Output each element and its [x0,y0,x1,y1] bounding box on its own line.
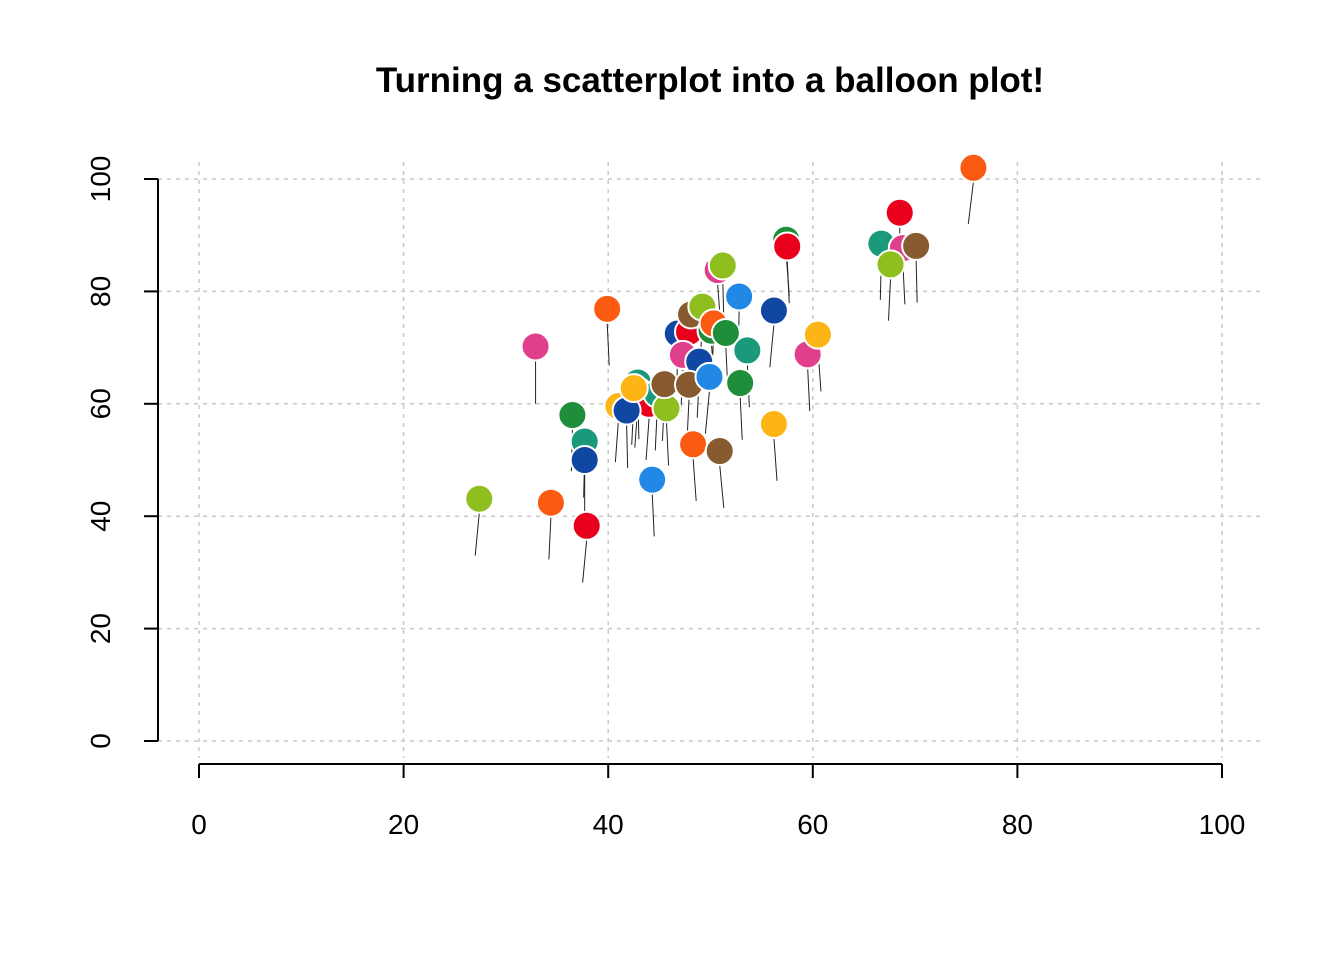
x-tick-label: 0 [191,809,207,840]
balloon-point-35 [732,335,763,366]
x-tick-label: 60 [797,809,828,840]
balloon-point-43 [884,197,915,228]
balloon-string-37 [773,437,778,481]
grid-lines [158,162,1260,758]
x-axis: 0 20 40 60 80 100 [191,763,1246,840]
balloon-point-3 [557,400,588,431]
balloon-string-47 [967,181,974,225]
balloon-point-33 [704,436,735,467]
balloon-point-41 [802,319,833,350]
balloon-point-45 [901,230,932,261]
y-tick-label: 80 [85,276,116,307]
balloon-string-45 [915,259,918,303]
balloon-string-25 [692,458,697,502]
balloon-string-34 [739,396,743,440]
y-tick-label: 100 [85,156,116,203]
balloon-string-2 [548,516,552,560]
balloon-string-40 [807,368,811,412]
balloon-point-25 [678,429,709,460]
balloon-point-1 [520,331,551,362]
balloon-string-26 [704,390,710,434]
balloon-point-6 [571,510,602,541]
balloon-point-47 [958,152,989,183]
balloon-point-14 [618,373,649,404]
balloon-point-7 [592,293,623,324]
x-tick-label: 40 [593,809,624,840]
balloon-string-46 [888,278,892,321]
balloon-string-16 [666,422,670,466]
x-tick-label: 80 [1002,809,1033,840]
y-axis: 0 20 40 60 80 100 [85,156,159,749]
balloon-string-39 [786,260,790,304]
balloon-string-11 [645,417,650,461]
balloon-point-32 [724,281,755,312]
balloon-point-26 [694,361,725,392]
balloon-string-8 [614,420,619,463]
balloon-point-34 [725,368,756,399]
balloon-point-15 [637,464,668,495]
x-tick-label: 100 [1199,809,1246,840]
balloon-point-37 [758,409,789,440]
balloon-point-5 [569,445,600,475]
balloon-string-13 [626,424,629,468]
balloon-string-0 [474,512,480,556]
balloon-point-36 [758,295,789,326]
y-tick-label: 60 [85,388,116,419]
balloon-string-36 [769,324,775,368]
balloon-string-33 [719,464,725,508]
balloon-point-2 [535,487,566,518]
balloon-point-29 [710,317,741,348]
balloon-string-15 [651,493,655,537]
balloon-string-6 [582,539,588,583]
y-tick-label: 20 [85,613,116,644]
balloons [464,152,989,541]
y-tick-label: 0 [85,733,116,749]
chart-title: Turning a scatterplot into a balloon plo… [376,61,1044,100]
y-tick-label: 40 [85,501,116,532]
balloon-string-7 [606,322,610,366]
balloon-point-0 [464,483,495,514]
balloon-point-31 [707,250,738,281]
balloon-point-39 [772,231,803,262]
x-tick-label: 20 [388,809,419,840]
balloon-point-46 [875,249,906,280]
